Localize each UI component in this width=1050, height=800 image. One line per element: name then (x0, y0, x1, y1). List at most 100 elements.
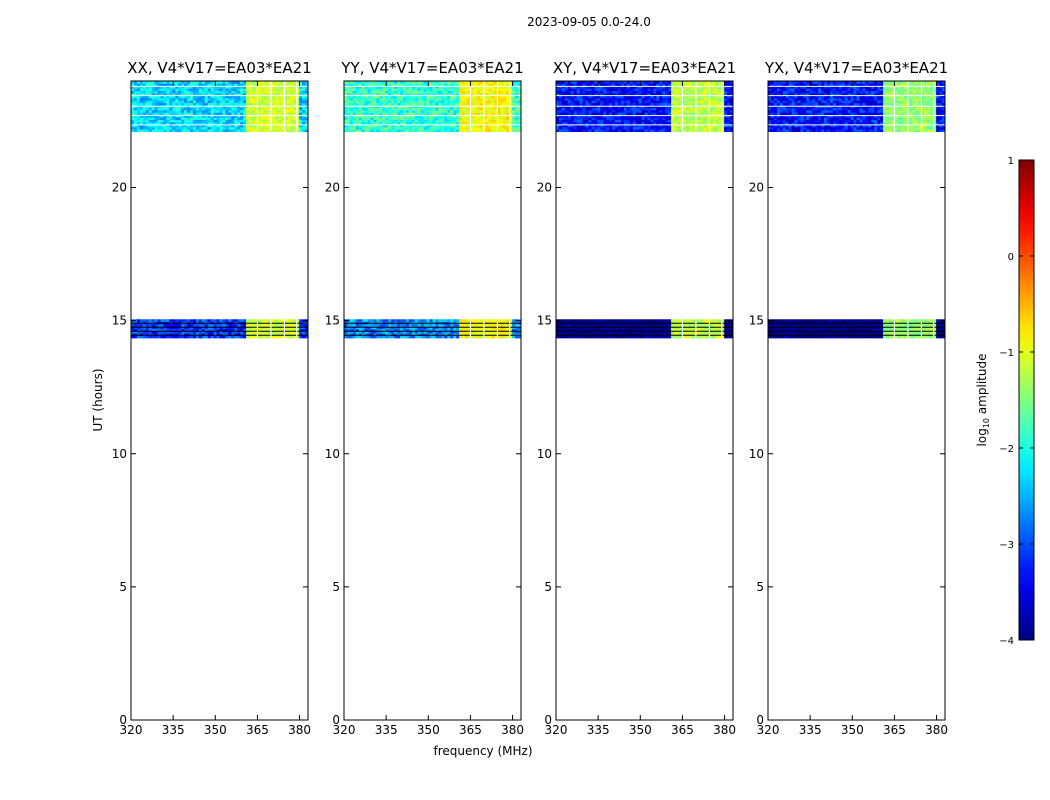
heatmap-cell (172, 93, 176, 96)
heatmap-cell (400, 83, 404, 87)
heatmap-cell (641, 109, 645, 113)
heatmap-cell (192, 102, 197, 106)
heatmap-cell (379, 102, 383, 106)
heatmap-cell (462, 121, 466, 125)
heatmap-cell (588, 83, 592, 87)
heatmap-cell (139, 83, 144, 87)
heatmap-cell (210, 83, 214, 87)
heatmap-cell (231, 121, 235, 125)
heatmap-cell (570, 124, 575, 128)
heatmap-cell (163, 335, 167, 339)
heatmap-cell (181, 97, 185, 101)
heatmap-cell (632, 109, 637, 113)
heatmap-cell (426, 328, 430, 332)
heatmap-cell (679, 93, 684, 96)
heatmap-cell (494, 328, 498, 332)
heatmap-cell (615, 114, 619, 118)
heatmap-cell (148, 319, 153, 323)
heatmap-cell (724, 83, 728, 87)
heatmap-cell (576, 114, 580, 118)
heatmap-cell (447, 335, 451, 339)
heatmap-cell (503, 83, 507, 87)
heatmap-cell (420, 81, 425, 84)
heatmap-cell (219, 81, 223, 84)
heatmap-cell (450, 109, 454, 113)
heatmap-cell (558, 107, 563, 111)
heatmap-cell (668, 90, 672, 94)
heatmap-cell (278, 85, 282, 89)
heatmap-cell (397, 114, 401, 118)
heatmap-cell (400, 126, 404, 130)
heatmap-cell (641, 121, 645, 125)
heatmap-cell (700, 85, 704, 89)
heatmap-cell (154, 90, 158, 94)
heatmap-cell (414, 93, 419, 96)
heatmap-cell (260, 85, 265, 89)
heatmap-cell (257, 83, 262, 87)
heatmap-cell (376, 85, 380, 89)
heatmap-cell (254, 124, 259, 128)
heatmap-cell (512, 121, 516, 125)
heatmap-cell (263, 109, 268, 113)
heatmap-cell (249, 81, 253, 84)
heatmap-cell (570, 102, 575, 106)
heatmap-cell (509, 81, 513, 84)
heatmap-cell (647, 333, 651, 336)
heatmap-cell (133, 335, 138, 339)
heatmap-cell (662, 88, 666, 92)
heatmap-cell (485, 124, 489, 128)
heatmap-cell (296, 90, 300, 94)
heatmap-cell (405, 83, 410, 87)
heatmap-cell (715, 114, 719, 118)
heatmap-cell (659, 124, 663, 128)
heatmap-cell (260, 121, 265, 125)
heatmap-cell (400, 109, 404, 113)
heatmap-cell (257, 109, 262, 113)
heatmap-cell (299, 121, 303, 125)
heatmap-cell (187, 81, 191, 84)
heatmap-cell (447, 124, 451, 128)
heatmap-cell (405, 93, 410, 96)
heatmap-cell (456, 319, 460, 323)
heatmap-cell (251, 328, 256, 332)
heatmap-cell (361, 109, 366, 113)
heatmap-cell (160, 95, 164, 99)
heatmap-cell (500, 107, 504, 111)
heatmap-cell (700, 121, 704, 125)
heatmap-cell (567, 124, 572, 128)
heatmap-cell (635, 93, 639, 96)
heatmap-cell (198, 100, 203, 104)
heatmap-cell (131, 333, 135, 336)
heatmap-cell (420, 333, 425, 336)
heatmap-cell (450, 90, 454, 94)
heatmap-cell (688, 93, 693, 96)
heatmap-cell (207, 121, 212, 125)
heatmap-cell (266, 97, 271, 101)
heatmap-cell (494, 129, 498, 132)
heatmap-cell (281, 335, 285, 339)
heatmap-cell (515, 107, 519, 111)
heatmap-cell (272, 93, 276, 96)
heatmap-cell (133, 126, 138, 130)
heatmap-cell (444, 81, 448, 84)
heatmap-cell (650, 124, 654, 128)
heatmap-cell (201, 88, 206, 92)
heatmap-cell (237, 83, 241, 87)
heatmap-cell (349, 129, 354, 132)
heatmap-cell (281, 107, 285, 111)
heatmap-cell (219, 102, 223, 106)
heatmap-cell (405, 323, 410, 327)
heatmap-cell (210, 119, 214, 123)
heatmap-cell (679, 109, 684, 113)
heatmap-cell (450, 88, 454, 92)
heatmap-cell (240, 119, 244, 123)
heatmap-cell (302, 81, 306, 84)
heatmap-cell (656, 335, 660, 339)
heatmap-cell (251, 129, 256, 132)
heatmap-cell (234, 330, 238, 334)
heatmap-cell (518, 112, 522, 116)
heatmap-cell (405, 129, 410, 132)
heatmap-cell (730, 100, 734, 104)
heatmap-cell (500, 323, 504, 327)
heatmap-cell (376, 124, 380, 128)
